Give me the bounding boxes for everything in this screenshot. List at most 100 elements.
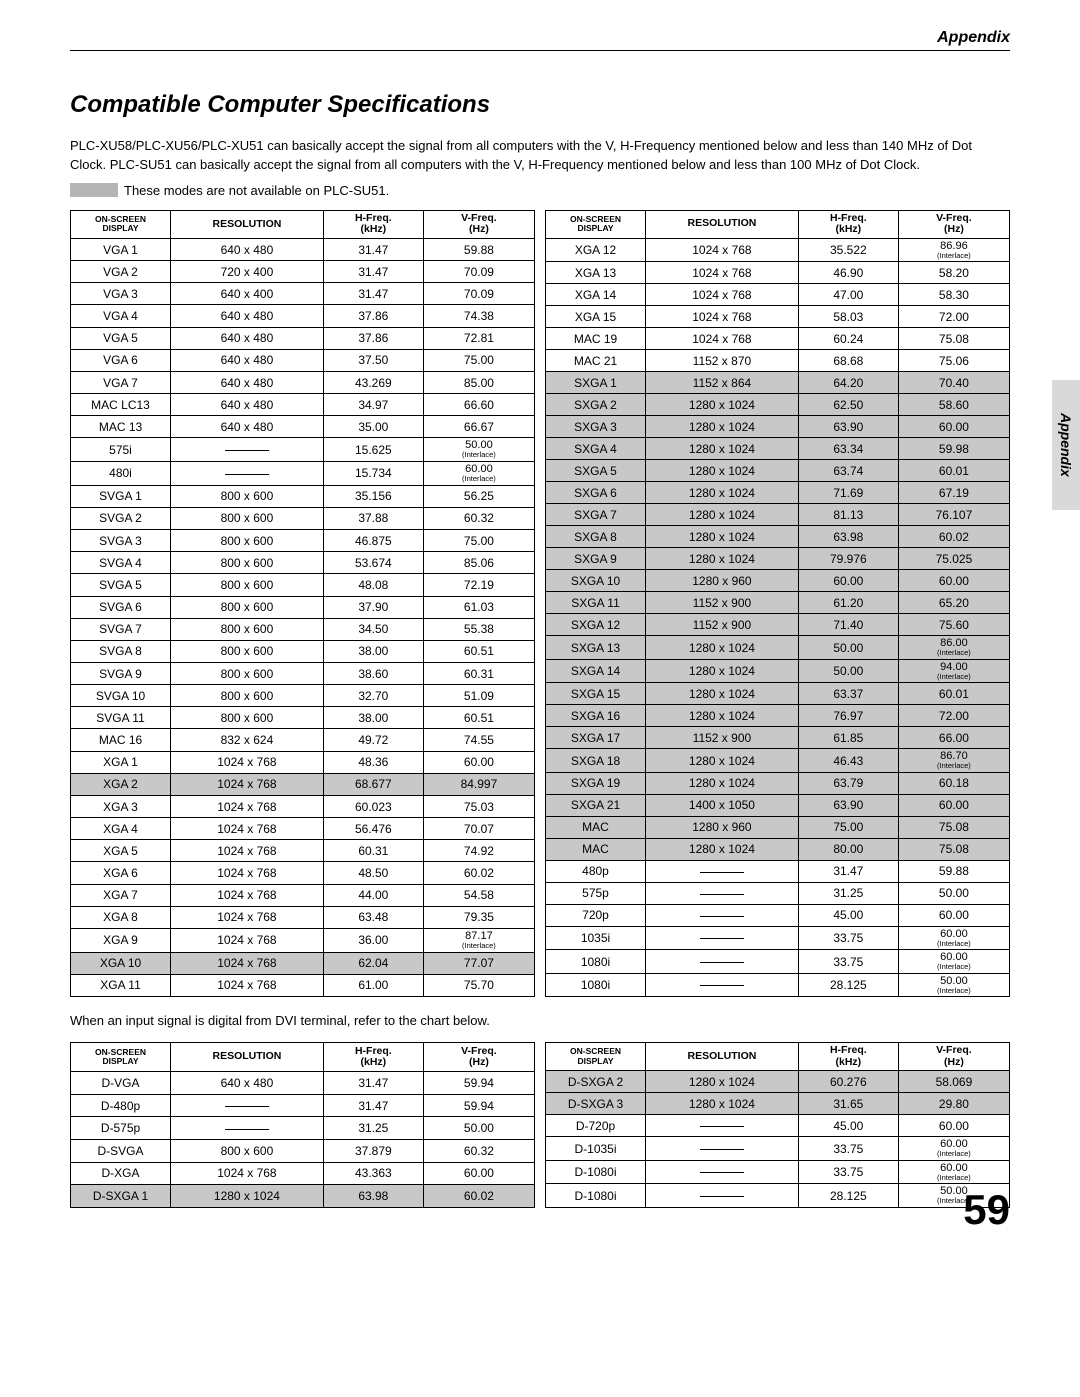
cell-vfreq: 58.30 — [898, 284, 1009, 306]
cell-vfreq: 72.19 — [423, 574, 534, 596]
cell-display: SXGA 19 — [546, 772, 646, 794]
cell-display: 1080i — [546, 950, 646, 974]
cell-vfreq: 59.94 — [423, 1072, 534, 1095]
cell-hfreq: 43.269 — [323, 371, 423, 393]
cell-resolution: 800 x 600 — [171, 574, 324, 596]
cell-hfreq: 68.677 — [323, 773, 423, 795]
cell-vfreq: 75.08 — [898, 838, 1009, 860]
table-row: D-720p 45.00 60.00 — [546, 1115, 1010, 1137]
section-title: Compatible Computer Specifications — [70, 91, 1010, 119]
cell-resolution: 640 x 400 — [171, 283, 324, 305]
cell-hfreq: 37.90 — [323, 596, 423, 618]
intro-paragraph: PLC-XU58/PLC-XU56/PLC-XU51 can basically… — [70, 137, 1010, 175]
cell-vfreq: 60.32 — [423, 1139, 534, 1162]
cell-resolution: 800 x 600 — [171, 707, 324, 729]
cell-resolution: 640 x 480 — [171, 238, 324, 260]
table-row: SXGA 2 1280 x 1024 62.50 58.60 — [546, 394, 1010, 416]
table-row: SXGA 13 1280 x 1024 50.00 86.00(Interlac… — [546, 636, 1010, 660]
cell-vfreq: 60.51 — [423, 640, 534, 662]
cell-vfreq: 59.88 — [423, 238, 534, 260]
cell-vfreq: 60.00 — [423, 751, 534, 773]
table-row: SXGA 18 1280 x 1024 46.43 86.70(Interlac… — [546, 749, 1010, 773]
cell-vfreq: 86.96(Interlace) — [898, 238, 1009, 262]
cell-vfreq: 60.00 — [423, 1162, 534, 1185]
cell-vfreq: 60.00 — [898, 794, 1009, 816]
cell-display: XGA 6 — [71, 862, 171, 884]
cell-hfreq: 56.476 — [323, 818, 423, 840]
cell-resolution: 800 x 600 — [171, 685, 324, 707]
col-resolution: RESOLUTION — [646, 1043, 799, 1071]
cell-hfreq: 61.00 — [323, 974, 423, 997]
cell-display: D-720p — [546, 1115, 646, 1137]
cell-hfreq: 58.03 — [798, 306, 898, 328]
cell-vfreq: 55.38 — [423, 618, 534, 640]
table-row: SXGA 7 1280 x 1024 81.13 76.107 — [546, 504, 1010, 526]
cell-vfreq: 75.70 — [423, 974, 534, 997]
cell-vfreq: 59.98 — [898, 438, 1009, 460]
table-row: SXGA 17 1152 x 900 61.85 66.00 — [546, 727, 1010, 749]
cell-vfreq: 60.02 — [423, 1185, 534, 1208]
cell-resolution: 1024 x 768 — [171, 1162, 324, 1185]
table-row: SXGA 10 1280 x 960 60.00 60.00 — [546, 570, 1010, 592]
cell-resolution: 1280 x 1024 — [646, 838, 799, 860]
cell-display: SVGA 11 — [71, 707, 171, 729]
cell-resolution: 1280 x 1024 — [646, 1071, 799, 1093]
cell-display: SXGA 9 — [546, 548, 646, 570]
table-row: VGA 1 640 x 480 31.47 59.88 — [71, 238, 535, 260]
cell-hfreq: 60.24 — [798, 328, 898, 350]
cell-hfreq: 61.20 — [798, 592, 898, 614]
cell-hfreq: 37.879 — [323, 1139, 423, 1162]
table-row: XGA 4 1024 x 768 56.476 70.07 — [71, 818, 535, 840]
table-row: XGA 2 1024 x 768 68.677 84.997 — [71, 773, 535, 795]
cell-hfreq: 37.86 — [323, 305, 423, 327]
cell-resolution: 1280 x 1024 — [646, 749, 799, 773]
cell-vfreq: 87.17(Interlace) — [423, 928, 534, 952]
col-vfreq: V-Freq.(Hz) — [898, 210, 1009, 238]
col-resolution: RESOLUTION — [646, 210, 799, 238]
cell-vfreq: 94.00(Interlace) — [898, 659, 1009, 683]
cell-vfreq: 29.80 — [898, 1093, 1009, 1115]
cell-resolution: 832 x 624 — [171, 729, 324, 751]
cell-vfreq: 70.07 — [423, 818, 534, 840]
cell-vfreq: 60.00 — [898, 570, 1009, 592]
cell-display: SXGA 4 — [546, 438, 646, 460]
table-row: SVGA 4 800 x 600 53.674 85.06 — [71, 552, 535, 574]
cell-display: D-SXGA 1 — [71, 1185, 171, 1208]
cell-display: SVGA 8 — [71, 640, 171, 662]
cell-display: XGA 11 — [71, 974, 171, 997]
cell-display: SVGA 2 — [71, 507, 171, 529]
cell-hfreq: 43.363 — [323, 1162, 423, 1185]
cell-vfreq: 85.06 — [423, 552, 534, 574]
cell-display: 575p — [546, 882, 646, 904]
cell-display: SVGA 4 — [71, 552, 171, 574]
cell-hfreq: 15.625 — [323, 438, 423, 462]
cell-display: SXGA 18 — [546, 749, 646, 773]
cell-hfreq: 71.69 — [798, 482, 898, 504]
cell-resolution: 1280 x 1024 — [171, 1185, 324, 1208]
col-vfreq: V-Freq.(Hz) — [898, 1043, 1009, 1071]
table-row: XGA 7 1024 x 768 44.00 54.58 — [71, 884, 535, 906]
cell-resolution: 1280 x 1024 — [646, 526, 799, 548]
cell-display: MAC 16 — [71, 729, 171, 751]
cell-hfreq: 28.125 — [798, 1184, 898, 1208]
cell-vfreq: 74.55 — [423, 729, 534, 751]
cell-resolution: 1280 x 1024 — [646, 482, 799, 504]
cell-display: VGA 2 — [71, 261, 171, 283]
cell-hfreq: 34.50 — [323, 618, 423, 640]
spec-table-dvi-left: ON-SCREENDISPLAY RESOLUTION H-Freq.(kHz)… — [70, 1042, 535, 1208]
cell-vfreq: 86.00(Interlace) — [898, 636, 1009, 660]
col-vfreq: V-Freq.(Hz) — [423, 1043, 534, 1072]
table-row: 1080i 28.125 50.00(Interlace) — [546, 973, 1010, 997]
table-row: 480i 15.734 60.00(Interlace) — [71, 462, 535, 486]
cell-hfreq: 31.47 — [323, 261, 423, 283]
cell-hfreq: 50.00 — [798, 636, 898, 660]
cell-resolution: 1152 x 870 — [646, 350, 799, 372]
col-onscreen: ON-SCREENDISPLAY — [71, 1043, 171, 1072]
table-row: XGA 5 1024 x 768 60.31 74.92 — [71, 840, 535, 862]
cell-hfreq: 15.734 — [323, 462, 423, 486]
table-row: XGA 14 1024 x 768 47.00 58.30 — [546, 284, 1010, 306]
cell-vfreq: 70.09 — [423, 283, 534, 305]
cell-hfreq: 47.00 — [798, 284, 898, 306]
table-row: SXGA 5 1280 x 1024 63.74 60.01 — [546, 460, 1010, 482]
table-row: MAC 1280 x 1024 80.00 75.08 — [546, 838, 1010, 860]
